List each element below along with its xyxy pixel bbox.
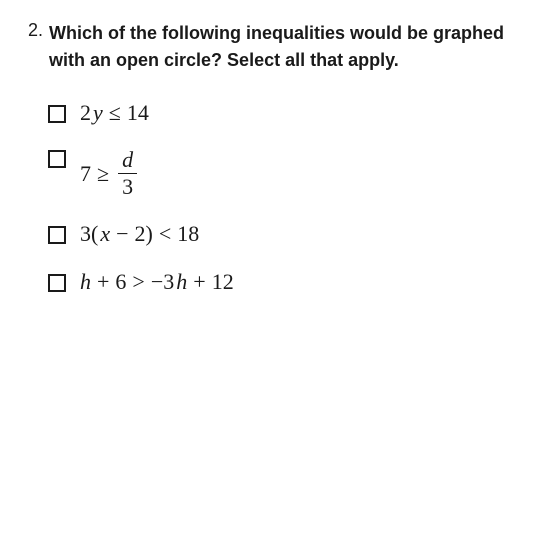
checkbox-4[interactable] xyxy=(48,274,66,292)
variable-x: x xyxy=(100,221,110,247)
coef-paren: 3( xyxy=(80,221,98,247)
operator-ge: ≥ xyxy=(97,161,109,187)
operator-plus-2: + xyxy=(193,269,205,295)
math-expression-4: h + 6 > −3h + 12 xyxy=(80,269,234,295)
coef: 2 xyxy=(80,100,91,126)
option-1: 2y ≤ 14 xyxy=(48,100,511,126)
operator-gt: > xyxy=(132,269,144,295)
numerator-d: d xyxy=(118,148,137,173)
operator-le: ≤ xyxy=(109,100,121,126)
constant: 7 xyxy=(80,161,91,187)
math-expression-1: 2y ≤ 14 xyxy=(80,100,149,126)
variable-h-2: h xyxy=(176,269,187,295)
variable-y: y xyxy=(93,100,103,126)
constant-neg: −3 xyxy=(151,269,174,295)
question-number: 2. xyxy=(28,20,43,74)
variable-h: h xyxy=(80,269,91,295)
checkbox-1[interactable] xyxy=(48,105,66,123)
constant: 18 xyxy=(177,221,199,247)
checkbox-3[interactable] xyxy=(48,226,66,244)
operator-plus: + xyxy=(97,269,109,295)
fraction: d 3 xyxy=(118,148,137,199)
operator-lt: < xyxy=(159,221,171,247)
option-3: 3(x − 2) < 18 xyxy=(48,221,511,247)
option-4: h + 6 > −3h + 12 xyxy=(48,269,511,295)
checkbox-2[interactable] xyxy=(48,150,66,168)
constant-paren: 2) xyxy=(135,221,153,247)
constant: 6 xyxy=(115,269,126,295)
denominator: 3 xyxy=(118,173,137,199)
option-2: 7 ≥ d 3 xyxy=(48,148,511,199)
constant-2: 12 xyxy=(212,269,234,295)
question-container: 2. Which of the following inequalities w… xyxy=(28,20,511,74)
question-text: Which of the following inequalities woul… xyxy=(49,20,511,74)
operator-minus: − xyxy=(116,221,128,247)
options-list: 2y ≤ 14 7 ≥ d 3 3(x − 2) < 18 h + xyxy=(28,100,511,295)
math-expression-3: 3(x − 2) < 18 xyxy=(80,221,199,247)
math-expression-2: 7 ≥ d 3 xyxy=(80,148,140,199)
constant: 14 xyxy=(127,100,149,126)
